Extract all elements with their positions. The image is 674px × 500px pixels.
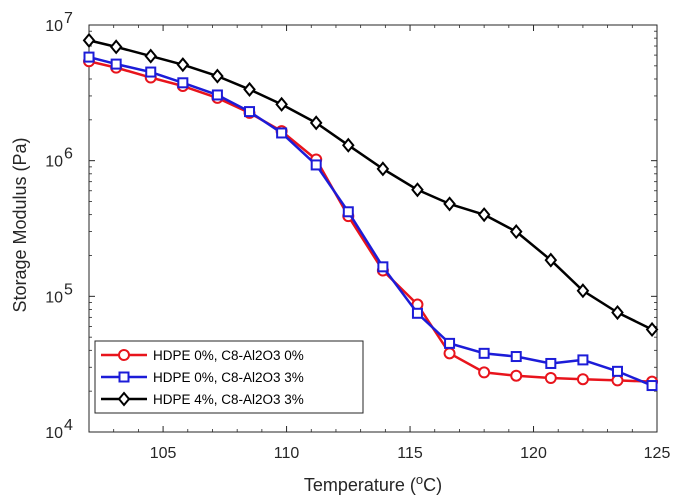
series-2 [83, 51, 658, 392]
data-point [576, 283, 590, 299]
data-point [276, 127, 288, 139]
data-point [118, 349, 130, 361]
y-axis-label: Storage Modulus (Pa) [10, 137, 30, 312]
data-point [509, 224, 523, 240]
x-axis-label: Temperature (oC) [304, 472, 442, 495]
data-point [611, 374, 624, 387]
data-point [545, 357, 557, 369]
series-line [88, 39, 653, 331]
data-point [109, 39, 123, 55]
legend-label: HDPE 0%, C8-Al2O3 3% [153, 370, 304, 385]
data-point [478, 347, 490, 359]
y-tick-label: 10 [45, 18, 63, 35]
data-point [275, 96, 288, 112]
data-point [411, 307, 423, 319]
y-tick-exponent: 7 [64, 10, 73, 27]
data-point [645, 321, 659, 338]
data-point [342, 206, 354, 218]
data-point [443, 196, 456, 212]
data-point [376, 161, 390, 177]
legend-entry: HDPE 0%, C8-Al2O3 3% [101, 370, 304, 385]
legend-label: HDPE 0%, C8-Al2O3 0% [153, 348, 304, 363]
y-tick-label: 10 [45, 425, 63, 442]
data-point [544, 252, 558, 268]
data-point [342, 137, 355, 153]
series-3 [82, 32, 659, 338]
data-point [118, 371, 130, 383]
data-point [444, 337, 456, 349]
data-point [145, 66, 157, 78]
legend: HDPE 0%, C8-Al2O3 0% HDPE 0%, C8-Al2O3 3%… [94, 340, 364, 414]
data-point [176, 57, 190, 73]
data-point [411, 182, 424, 198]
data-point [477, 207, 491, 223]
data-point [377, 261, 389, 273]
data-point [611, 304, 624, 321]
data-point [244, 106, 256, 118]
x-tick-label: 105 [150, 445, 177, 462]
x-tick-label: 115 [397, 445, 423, 462]
data-point [117, 391, 131, 407]
axis-labels: Storage Modulus (Pa) Temperature (oC) [10, 137, 442, 495]
data-point [510, 351, 522, 363]
data-point [211, 68, 224, 84]
data-point [443, 347, 456, 360]
data-point [144, 48, 158, 64]
data-point [510, 369, 523, 382]
legend-entry: HDPE 4%, C8-Al2O3 3% [101, 391, 304, 407]
y-tick-label: 10 [45, 289, 63, 306]
data-point [82, 32, 96, 48]
x-tick-label: 110 [274, 445, 300, 462]
data-point [544, 372, 557, 385]
data-point [611, 365, 623, 377]
y-tick-label: 10 [45, 154, 63, 171]
x-tick-label: 125 [644, 445, 671, 462]
data-point [576, 373, 589, 386]
data-point [577, 354, 589, 366]
data-point [177, 77, 189, 89]
legend-label: HDPE 4%, C8-Al2O3 3% [153, 392, 304, 407]
y-tick-exponent: 4 [64, 417, 73, 434]
data-point [310, 159, 322, 171]
x-tick-label: 120 [520, 445, 547, 462]
data-point [309, 115, 323, 131]
data-point [110, 58, 122, 70]
data-point [478, 366, 491, 379]
data-point [646, 380, 658, 392]
data-point [243, 81, 256, 97]
y-tick-exponent: 6 [64, 146, 73, 163]
y-tick-exponent: 5 [64, 281, 73, 298]
data-point [211, 89, 223, 101]
series-group [82, 32, 659, 392]
legend-entry: HDPE 0%, C8-Al2O3 0% [101, 348, 304, 363]
data-point [83, 51, 95, 63]
